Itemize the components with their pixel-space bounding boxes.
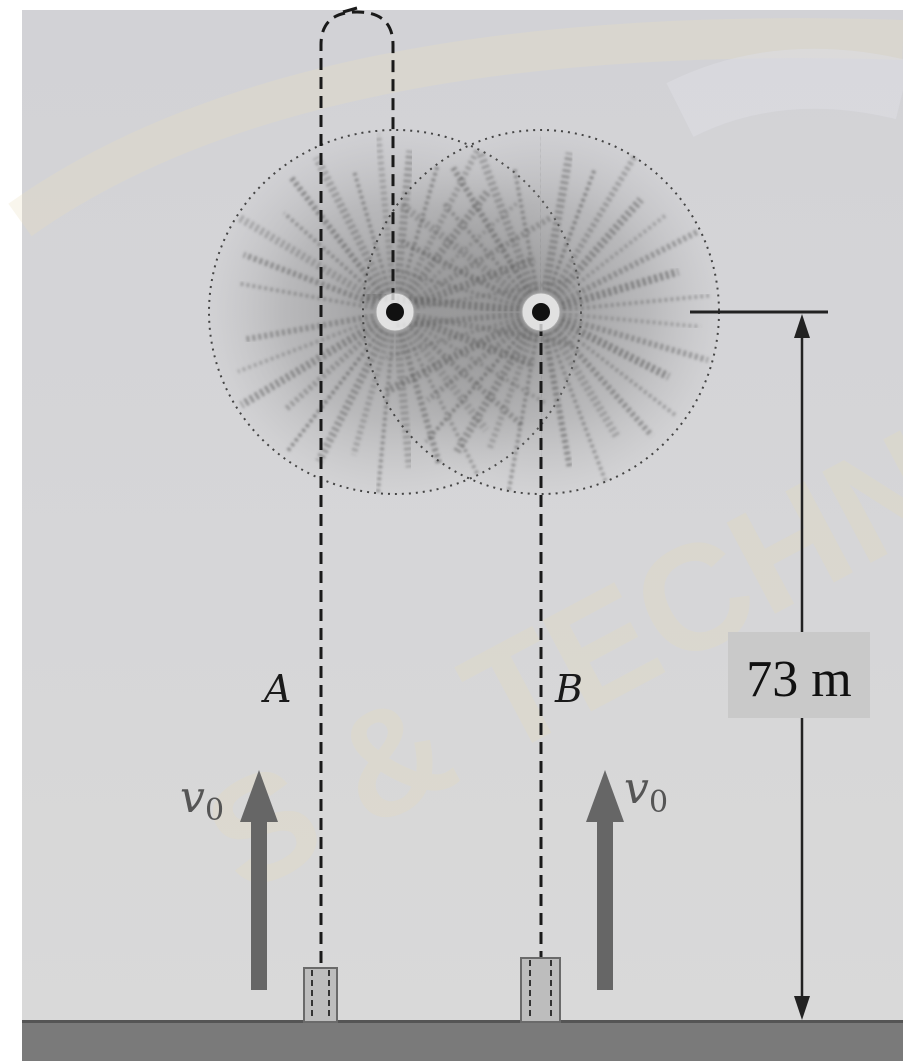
velocity-subscript-a: 0 [205, 793, 224, 828]
burst-b-ray [561, 315, 709, 364]
velocity-symbol-a: v [180, 772, 205, 823]
trajectory-a [319, 10, 395, 1020]
burst-b-ray [475, 149, 537, 293]
launcher-b [520, 957, 561, 1023]
burst-b-ray [558, 318, 671, 381]
burst-b-ray [363, 291, 520, 315]
burst-a-ray [393, 150, 415, 291]
burst-b-ray [442, 202, 528, 298]
burst-b-ray [562, 311, 701, 329]
burst-b-ray [547, 331, 608, 482]
burst-a-ray [244, 313, 374, 343]
burst-b-ray [542, 333, 573, 467]
burst-center-b [521, 292, 561, 332]
velocity-arrow-a [240, 770, 278, 990]
burst-b-ray [424, 326, 528, 444]
burst-a-ray [237, 318, 376, 374]
burst-a-ray [242, 251, 376, 307]
launcher-a [303, 967, 338, 1023]
burst-b-ray [562, 293, 710, 312]
velocity-subscript-b: 0 [649, 785, 668, 820]
burst-b-ray [397, 200, 526, 302]
explosion-bursts [208, 129, 720, 495]
burst-b-ray [400, 238, 523, 305]
burst-b-ray [553, 326, 655, 438]
burst-b-ray [395, 311, 520, 330]
velocity-arrow-b [586, 770, 624, 990]
burst-b-ray [561, 267, 680, 310]
burst-b-ray [384, 318, 524, 395]
burst-b-ray [512, 168, 539, 291]
height-label-box [728, 632, 870, 718]
height-label: 73 m [746, 651, 851, 708]
burst-a-ray [283, 324, 381, 413]
burst-b-ray [549, 328, 621, 440]
burst-b-ray [425, 322, 526, 403]
burst-b-ray [385, 316, 521, 360]
burst-a-ray [239, 320, 379, 409]
burst-a-ray [239, 281, 374, 310]
height-dimension: 73 m [690, 310, 870, 1020]
label-a: A [261, 667, 291, 711]
burst-b-ray [549, 155, 637, 295]
burst-a-ray [285, 328, 384, 454]
burst-b-ray [559, 229, 699, 305]
burst-b-ray [450, 166, 532, 295]
burst-b-ray [541, 152, 574, 292]
velocity-label-b: v 0 [624, 763, 668, 820]
burst-center-a [375, 292, 415, 332]
ground [22, 1022, 903, 1061]
label-b: B [554, 667, 583, 711]
burst-b-ray [557, 323, 679, 419]
burst-a-ray [236, 213, 379, 304]
burst-b-ray [506, 333, 539, 491]
burst-b-ray [557, 212, 669, 301]
velocity-symbol-b: v [624, 763, 649, 814]
velocity-label-a: v 0 [180, 772, 224, 828]
burst-b-ray [486, 331, 536, 452]
